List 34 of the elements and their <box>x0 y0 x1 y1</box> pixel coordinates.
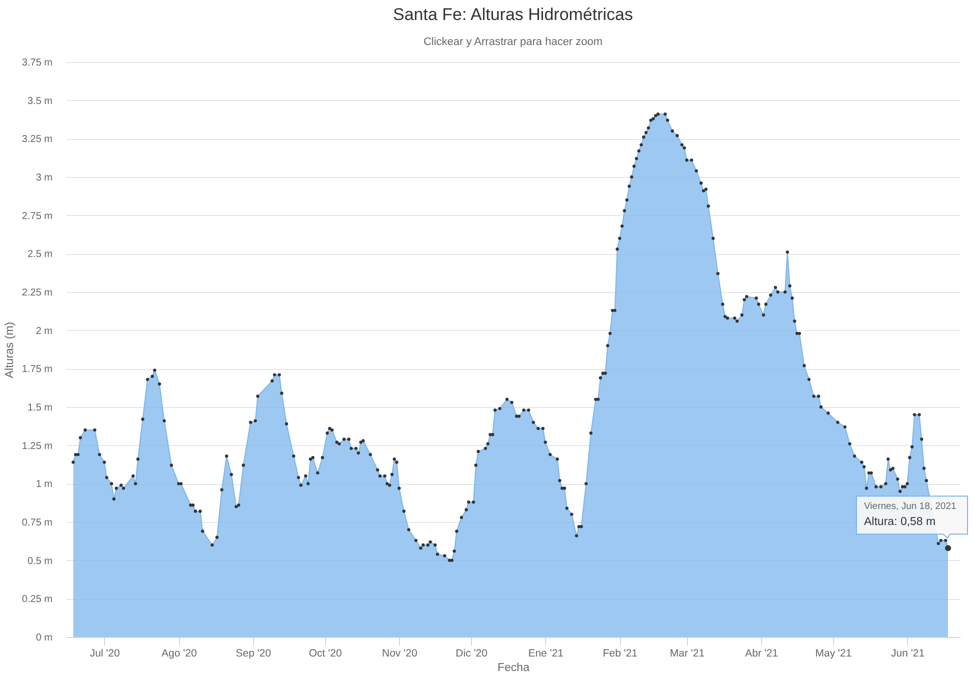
y-tick-label: 1.25 m <box>22 440 52 452</box>
y-tick-label: 2.75 m <box>22 210 52 222</box>
x-tick-label: Feb '21 <box>602 648 638 660</box>
x-tick-label: Jun '21 <box>891 648 925 660</box>
annotation: Viernes, Jun 18, 2021 <box>864 501 956 512</box>
y-tick-label: 0 m <box>36 632 52 644</box>
y-tick-label: 0.25 m <box>22 594 52 606</box>
x-tick-label: Nov '20 <box>382 648 418 660</box>
y-tick-label: 0.5 m <box>27 556 52 567</box>
x-tick-label: Sep '20 <box>236 648 272 660</box>
y-tick-label: 3.75 m <box>22 58 52 68</box>
x-tick-label: Ago '20 <box>162 648 197 660</box>
x-tick-label: Oct '20 <box>308 648 342 660</box>
y-tick-label: 1.5 m <box>27 402 52 414</box>
x-tick-label: Jul '20 <box>90 648 120 660</box>
y-tick-label: 2.25 m <box>22 288 52 298</box>
y-axis-title: Alturas (m) <box>4 322 16 378</box>
x-tick-label: Ene '21 <box>528 648 564 660</box>
y-tick-label: 2 m <box>36 326 52 337</box>
y-tick-label: 1 m <box>36 479 52 490</box>
x-tick-label: Dic '20 <box>456 648 488 660</box>
chart-subtitle: Clickear y Arrastrar para hacer zoom <box>423 36 603 48</box>
chart-title: Santa Fe: Alturas Hidrométricas <box>393 5 633 24</box>
y-tick-label: 0.75 m <box>22 518 52 528</box>
x-tick-label: Mar '21 <box>670 648 705 660</box>
annotation: Altura: 0,58 m <box>864 516 936 528</box>
y-tick-label: 3.5 m <box>27 96 52 107</box>
x-tick-label: Abr '21 <box>745 648 778 660</box>
y-tick-label: 1.75 m <box>22 364 52 376</box>
y-tick-label: 3 m <box>36 172 52 184</box>
y-tick-label: 3.25 m <box>22 134 52 146</box>
x-tick-label: May '21 <box>815 648 852 660</box>
x-axis-title: Fecha <box>498 662 530 674</box>
y-tick-label: 2.5 m <box>27 249 52 260</box>
